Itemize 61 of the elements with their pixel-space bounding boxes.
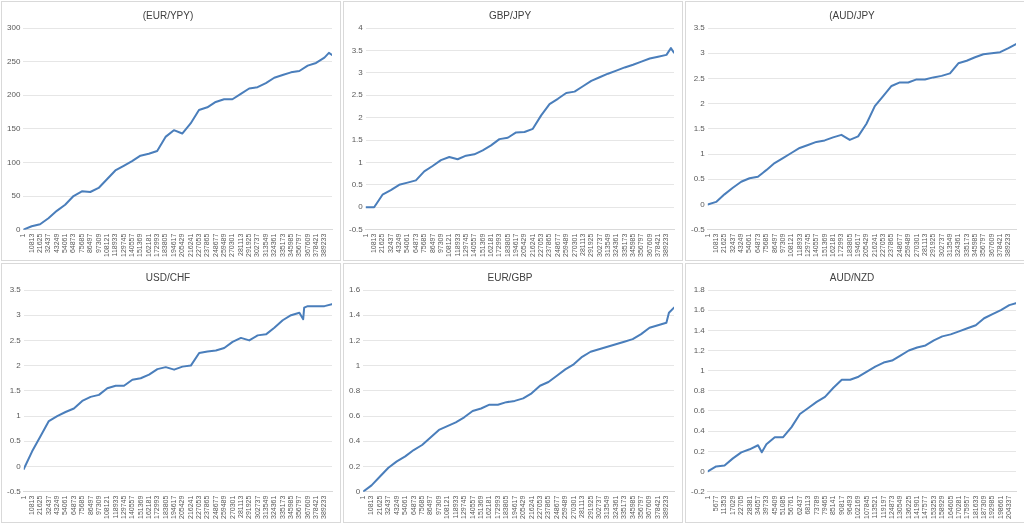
y-tick-label: 1.5 (351, 135, 364, 145)
y-tick-label: 50 (11, 191, 21, 201)
y-tick-label: 1 (700, 149, 706, 159)
chart-title: EUR/GBP (487, 271, 533, 283)
y-tick-label: 0.4 (349, 436, 361, 446)
y-tick-label: 0 (700, 466, 706, 476)
y-tick-label: 150 (6, 124, 21, 134)
y-tick-label: 0.4 (693, 426, 706, 436)
y-tick-label: 0.5 (351, 180, 364, 190)
y-tick-label: 0.5 (9, 436, 22, 446)
y-tick-label: 2 (16, 360, 22, 370)
y-tick-label: 0.8 (693, 386, 706, 396)
y-tick-label: 0.6 (349, 411, 361, 421)
y-tick-label: 1.6 (693, 305, 706, 315)
y-tick-label: 0 (15, 224, 21, 234)
y-tick-label: -0.5 (348, 224, 364, 234)
y-tick-label: 0.6 (693, 406, 706, 416)
y-tick-label: 300 (6, 23, 21, 33)
y-tick-label: 1.4 (693, 325, 706, 335)
y-tick-label: 1 (358, 157, 364, 167)
chart-title: USD/CHF (145, 271, 191, 283)
y-tick-label: 1.5 (9, 386, 22, 396)
y-tick-label: 1 (16, 411, 22, 421)
y-tick-label: 0 (16, 461, 22, 471)
y-tick-label: 4 (358, 23, 364, 33)
y-tick-label: 250 (6, 56, 21, 66)
y-tick-label: 2 (700, 98, 706, 108)
y-tick-label: 3 (358, 68, 364, 78)
y-tick-label: 3.5 (9, 285, 22, 295)
y-tick-label: 2.5 (351, 90, 364, 100)
chart-title: GBP/JPY (488, 9, 532, 21)
y-tick-label: 0.5 (693, 174, 706, 184)
y-tick-label: 3.5 (693, 23, 706, 33)
y-tick-label: 0 (700, 199, 706, 209)
y-tick-label: 200 (6, 90, 21, 100)
chart-title: (EUR/YPY) (142, 9, 194, 21)
y-tick-label: 2 (358, 112, 364, 122)
y-tick-label: 1.5 (693, 124, 706, 134)
y-tick-label: 0.8 (349, 386, 361, 396)
y-tick-label: -0.2 (690, 486, 706, 496)
y-tick-label: 0 (358, 202, 364, 212)
y-tick-label: 2.5 (9, 335, 22, 345)
y-tick-label: 1 (700, 365, 706, 375)
y-tick-label: 1.8 (693, 285, 706, 295)
y-tick-label: 1 (355, 360, 361, 370)
y-tick-label: 3.5 (351, 45, 364, 55)
y-tick-label: 0.2 (693, 446, 706, 456)
y-tick-label: 1.6 (349, 285, 361, 295)
chart-title: (AUD/JPY (829, 9, 876, 21)
y-tick-label: 1.4 (349, 310, 361, 320)
y-tick-label: 1.2 (349, 335, 361, 345)
chart-title: AUD/NZD (829, 271, 875, 283)
y-tick-label: -0.5 (690, 224, 706, 234)
y-tick-label: 0 (355, 486, 361, 496)
y-tick-label: 1.2 (693, 345, 706, 355)
y-tick-label: -0.5 (6, 486, 22, 496)
y-tick-label: 100 (6, 157, 21, 167)
y-tick-label: 3 (16, 310, 22, 320)
y-tick-label: 2.5 (693, 73, 706, 83)
y-tick-label: 3 (700, 48, 706, 58)
y-tick-label: 0.2 (349, 461, 361, 471)
